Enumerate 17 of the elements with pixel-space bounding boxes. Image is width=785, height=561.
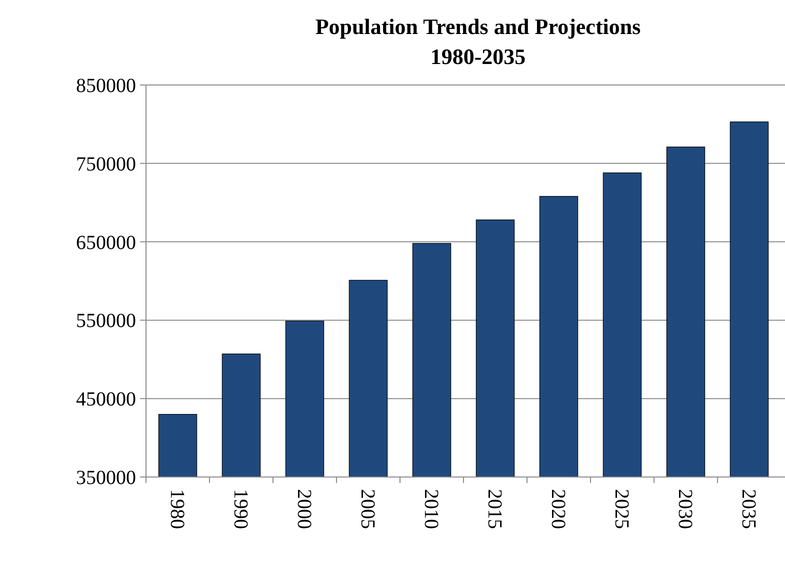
x-tick-label: 2015 xyxy=(483,489,506,529)
x-tick-label: 2005 xyxy=(356,489,378,529)
x-tick-label: 2020 xyxy=(546,489,569,529)
x-tick-label: 2025 xyxy=(610,489,632,529)
y-tick-label: 650000 xyxy=(76,232,136,254)
chart-title: Population Trends and Projections 1980-2035 xyxy=(315,14,642,69)
y-tick-label: 450000 xyxy=(76,388,136,411)
x-tick-label: 1990 xyxy=(229,489,252,529)
x-tick-label: 2035 xyxy=(737,489,760,529)
y-tick-label: 750000 xyxy=(76,153,136,176)
y-tick-label: 550000 xyxy=(76,310,136,332)
x-tick-label: 1980 xyxy=(166,489,188,529)
y-tick-label: 350000 xyxy=(76,467,136,489)
x-tick-label: 2010 xyxy=(420,489,442,529)
y-tick-label: 850000 xyxy=(76,75,136,97)
x-tick-label: 2000 xyxy=(292,489,315,529)
x-tick-label: 2030 xyxy=(674,489,696,529)
